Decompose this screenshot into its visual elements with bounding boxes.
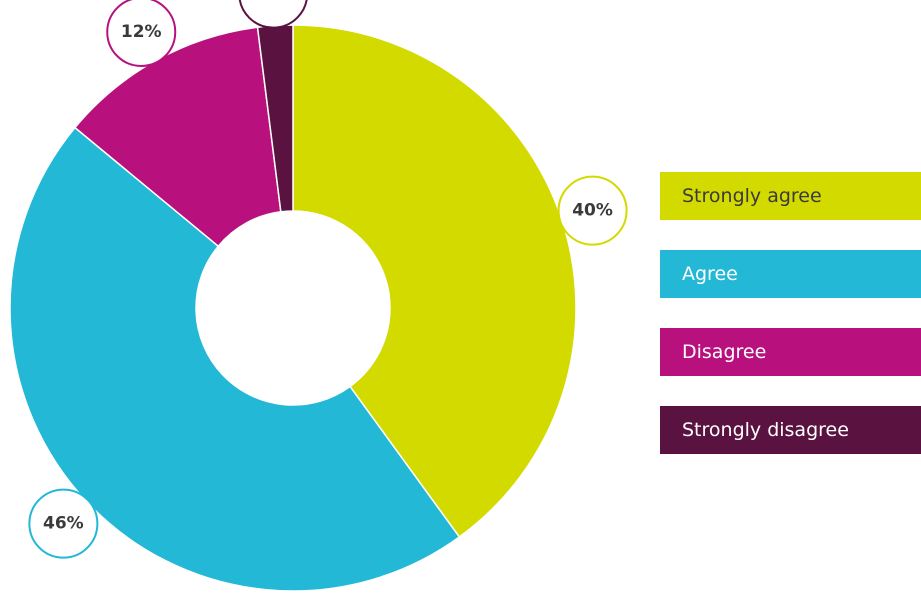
data-label-badge-strongly-disagree [238, 0, 308, 29]
data-label-strongly-agree: 40% [572, 201, 613, 221]
data-label-badge-agree [28, 488, 99, 559]
legend-item-strongly-agree: Strongly agree [660, 172, 921, 220]
data-label-strongly-disagree: 2% [259, 0, 288, 4]
data-label-badge-strongly-agree [557, 175, 628, 246]
legend: Strongly agree Agree Disagree Strongly d… [660, 172, 921, 484]
slice-strongly-agree [292, 24, 577, 539]
data-label-disagree: 12% [121, 22, 162, 42]
legend-item-strongly-disagree: Strongly disagree [660, 406, 921, 454]
data-label-agree: 46% [43, 514, 84, 534]
legend-item-disagree: Disagree [660, 328, 921, 376]
slice-agree [9, 126, 461, 592]
data-label-badge-disagree [106, 0, 177, 67]
slice-disagree [73, 26, 282, 248]
legend-item-agree: Agree [660, 250, 921, 298]
